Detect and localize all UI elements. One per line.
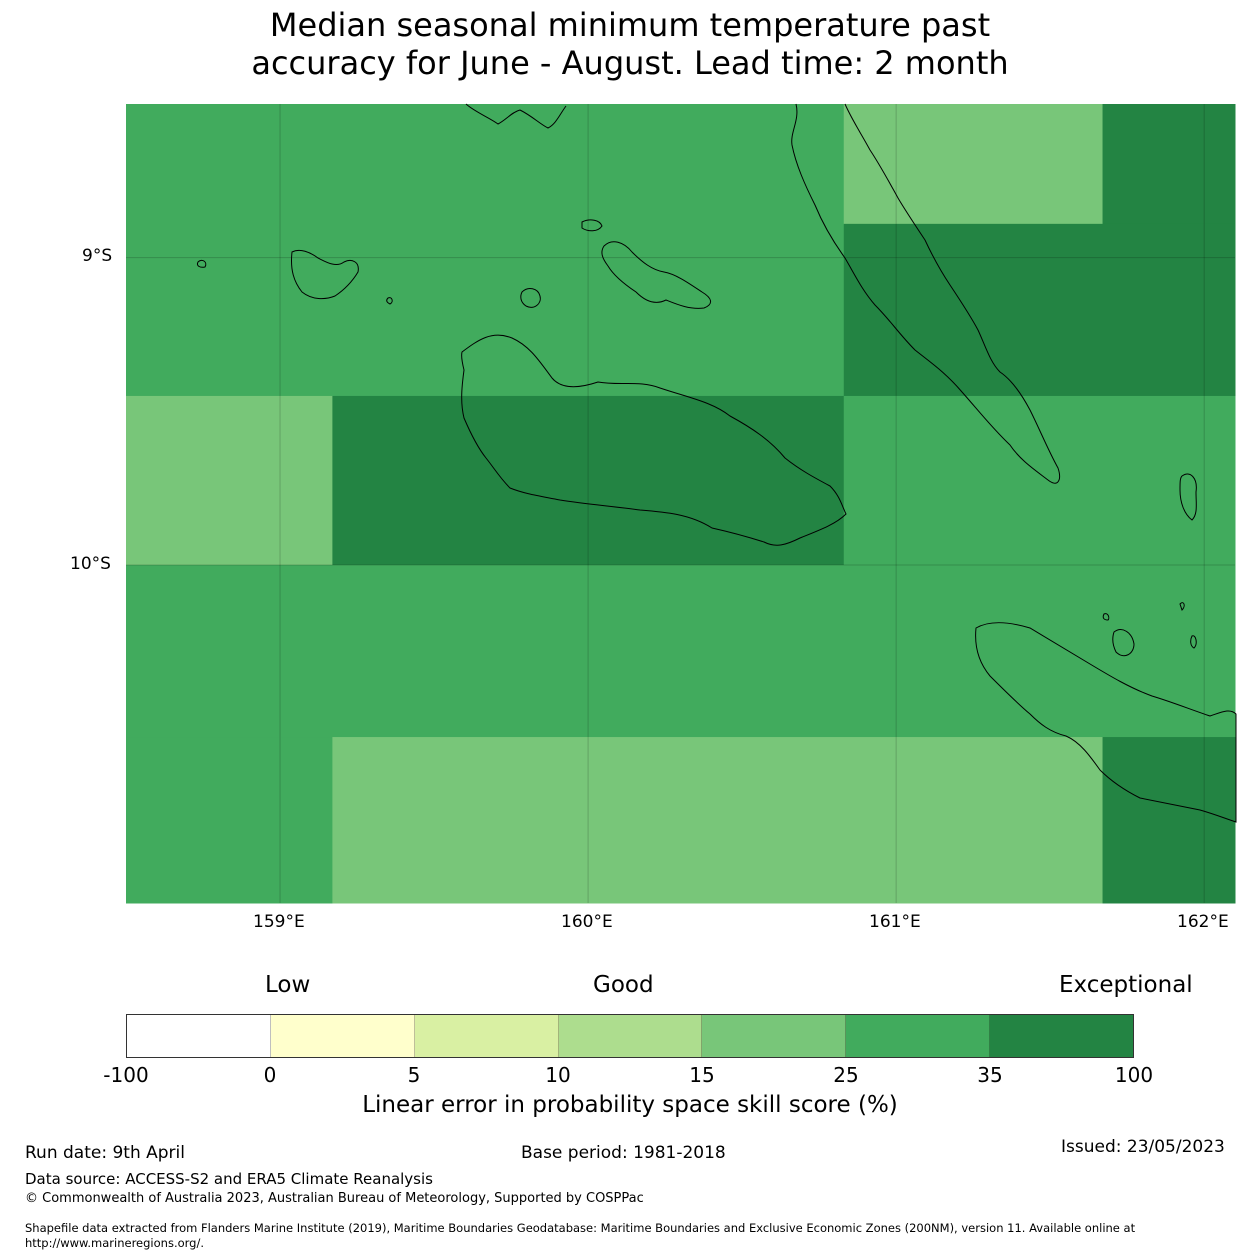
colorbar-tick: 35 (977, 1063, 1003, 1087)
colorbar-category-low: Low (265, 972, 311, 998)
skill-map (126, 103, 1237, 904)
skill-grid-cells (126, 104, 1236, 904)
colorbar-tick: 25 (833, 1063, 859, 1087)
colorbar-segment (846, 1015, 991, 1057)
shapefile-credit-line-1: Shapefile data extracted from Flanders M… (25, 1221, 1136, 1235)
colorbar-segment (558, 1015, 703, 1057)
title-line-1: Median seasonal minimum temperature past (269, 6, 991, 44)
skill-cell-35-100 (332, 395, 845, 566)
coastline-florida-islands (291, 249, 359, 300)
colorbar (126, 1014, 1134, 1058)
lon-tick-162e: 162°E (1177, 912, 1229, 932)
lon-tick-161e: 161°E (869, 912, 921, 932)
skill-cell-35-100 (843, 223, 1236, 397)
skill-cell-15-25 (843, 104, 1104, 225)
coastline-guadalcanal (461, 334, 847, 546)
lat-tick-9s: 9°S (82, 246, 113, 266)
chart-title: Median seasonal minimum temperature past… (0, 6, 1260, 82)
skill-cell-25-35 (843, 395, 1236, 566)
coastline-savo (520, 288, 541, 308)
shapefile-credit-line-2: http://www.marineregions.org/. (25, 1236, 204, 1250)
coastline-pavuvu (601, 241, 711, 309)
skill-cell-25-35 (126, 737, 333, 904)
skill-cell-35-100 (1102, 104, 1236, 225)
colorbar-tick: -100 (103, 1063, 149, 1087)
coastline-islet-se1 (1102, 613, 1110, 621)
skill-cell-25-35 (126, 104, 845, 397)
coastline-russell-north (581, 219, 603, 232)
colorbar-label: Linear error in probability space skill … (362, 1092, 898, 1118)
colorbar-segment (990, 1015, 1134, 1057)
coastline-east-islet (1179, 473, 1197, 521)
skill-cell-25-35 (126, 564, 1236, 738)
colorbar-segment (414, 1015, 559, 1057)
run-date: Run date: 9th April (25, 1143, 185, 1163)
coastlines (197, 103, 1237, 823)
data-source: Data source: ACCESS-S2 and ERA5 Climate … (25, 1170, 433, 1188)
colorbar-tick: 5 (407, 1063, 421, 1087)
skill-cell-15-25 (332, 737, 1104, 904)
colorbar-category-good: Good (593, 972, 654, 998)
lon-tick-160e: 160°E (561, 912, 613, 932)
colorbar-segment (702, 1015, 847, 1057)
coastline-makira (975, 622, 1237, 823)
coastline-malaita (791, 103, 1061, 484)
colorbar-segment (270, 1015, 415, 1057)
skill-cell-35-100 (1102, 737, 1236, 904)
issued-date: Issued: 23/05/2023 (1061, 1137, 1225, 1157)
coastline-islet-small-sw (386, 297, 393, 305)
lon-tick-159e: 159°E (253, 912, 305, 932)
coastline-islet-west (197, 259, 207, 268)
copyright: © Commonwealth of Australia 2023, Austra… (25, 1191, 644, 1206)
skill-cell-15-25 (126, 395, 333, 566)
colorbar-tick: 0 (263, 1063, 277, 1087)
coastline-islet-se2 (1179, 602, 1185, 611)
colorbar-tick: 15 (689, 1063, 715, 1087)
colorbar-tick: 10 (545, 1063, 571, 1087)
coastline-islet-north (465, 103, 567, 129)
title-line-2: accuracy for June - August. Lead time: 2… (251, 44, 1009, 82)
colorbar-tick: 100 (1114, 1063, 1154, 1087)
base-period: Base period: 1981-2018 (521, 1143, 726, 1163)
coastline-ulawa (1112, 629, 1135, 657)
colorbar-segment (127, 1015, 271, 1057)
coastline-islet-se3 (1190, 635, 1197, 649)
colorbar-category-exceptional: Exceptional (1059, 972, 1193, 998)
lat-tick-10s: 10°S (70, 554, 111, 574)
